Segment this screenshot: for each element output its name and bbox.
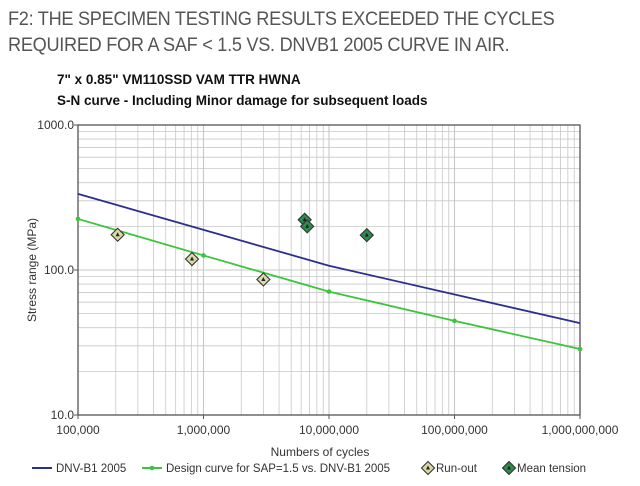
x-tick-label: 100,000 (56, 423, 100, 437)
legend: DNV-B1 2005 Design curve for SAP=1.5 vs. … (32, 460, 586, 476)
chart-subtitle: S-N curve - Including Minor damage for s… (57, 93, 428, 108)
legend-marker-run-out-core (426, 465, 430, 470)
y-tick-label: 1000.0 (37, 118, 74, 132)
x-tick-label: 1,000,000,000 (542, 423, 619, 437)
legend-label-design-curve: Design curve for SAP=1.5 vs. DNV-B1 2005 (166, 463, 390, 475)
run-out-point-core (115, 232, 120, 237)
run-out-point-core (261, 276, 266, 281)
design-curve-marker (75, 216, 81, 222)
figure-caption: F2: THE SPECIMEN TESTING RESULTS EXCEEDE… (8, 6, 596, 58)
mean-tension-point-core (302, 217, 307, 222)
run-out-point-core (190, 256, 195, 261)
series-line-dnv-b1 (77, 193, 581, 325)
x-tick-label: 100,000,000 (421, 423, 488, 437)
legend-marker-mean-tension-core (507, 465, 511, 470)
y-tick-label: 10.0 (51, 408, 75, 422)
legend-label-mean-tension: Mean tension (517, 463, 586, 475)
design-curve-marker (452, 318, 457, 324)
design-curve-marker (201, 253, 206, 258)
caption-line-2: REQUIRED FOR A SAF < 1.5 VS. DNVB1 2005 … (8, 34, 510, 56)
mean-tension-point-core (305, 223, 310, 228)
x-tick-label: 1,000,000 (177, 423, 231, 437)
y-axis-label: Stress range (MPa) (25, 218, 39, 322)
legend-label-run-out: Run-out (436, 463, 478, 475)
design-curve-marker (577, 346, 583, 352)
series-layer (75, 193, 583, 352)
design-curve-marker (326, 289, 332, 294)
x-axis-label: Numbers of cycles (271, 445, 370, 459)
tick-labels: 100,000 1,000,000 10,000,000 100,000,000 1,0… (37, 118, 618, 437)
y-tick-label: 100.0 (44, 263, 74, 277)
legend-label-dnv-b1: DNV-B1 2005 (56, 463, 126, 475)
x-tick-label: 10,000,000 (299, 423, 359, 437)
mean-tension-point-core (364, 232, 369, 237)
grid (78, 125, 580, 415)
caption-line-1: F2: THE SPECIMEN TESTING RESULTS EXCEEDE… (8, 8, 555, 30)
legend-marker-design-curve (149, 465, 155, 471)
chart-title: 7" x 0.85" VM110SSD VAM TTR HWNA (57, 72, 301, 87)
